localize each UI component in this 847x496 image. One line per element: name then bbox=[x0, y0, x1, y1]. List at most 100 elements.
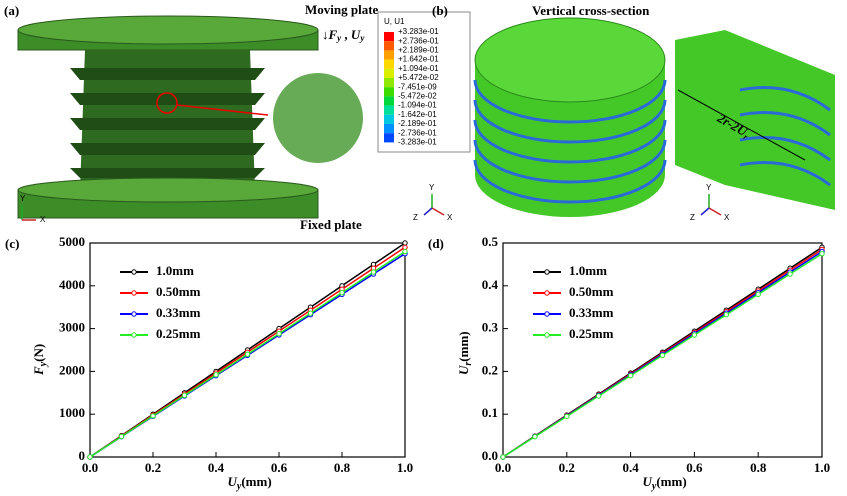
y-tick-label: 1000 bbox=[59, 405, 85, 420]
legend-label: 1.0mm bbox=[569, 263, 607, 278]
moving-plate-top bbox=[17, 15, 319, 45]
contour-level: +1.094e-01 bbox=[398, 64, 439, 73]
legend-label: 0.33mm bbox=[569, 305, 614, 320]
x-tick-label: 1.0 bbox=[814, 460, 830, 475]
dim-line bbox=[677, 89, 806, 161]
y-tick-label: 0.5 bbox=[482, 234, 499, 249]
contour-level: -1.094e-01 bbox=[398, 101, 437, 110]
x-tick-label: 0.2 bbox=[559, 460, 575, 475]
legend-marker bbox=[131, 311, 137, 317]
legend-marker bbox=[131, 269, 137, 275]
y-label-sub: r bbox=[463, 362, 474, 366]
data-point bbox=[659, 352, 666, 359]
moving-plate-label: Moving plate bbox=[305, 2, 379, 17]
contour-swatch bbox=[384, 41, 394, 51]
contour-level: -2.736e-01 bbox=[398, 128, 437, 137]
contour-level: +5.472e-02 bbox=[398, 73, 439, 82]
y-tick-label: 3000 bbox=[59, 320, 85, 335]
legend-marker bbox=[131, 290, 137, 296]
load-u: U bbox=[351, 27, 361, 42]
legend-marker bbox=[544, 269, 550, 275]
y-label-main: F bbox=[31, 366, 46, 376]
y-label-unit: (mm) bbox=[456, 331, 471, 361]
y-tick-label: 5000 bbox=[59, 234, 85, 249]
axis-x: X bbox=[724, 213, 730, 222]
y-axis-label: Fy(N) bbox=[31, 344, 49, 376]
axis-y: Y bbox=[429, 183, 435, 192]
x-tick-label: 0.6 bbox=[271, 460, 288, 475]
plot-frame bbox=[502, 242, 823, 458]
axis-z: Z bbox=[690, 213, 695, 222]
contour-swatch bbox=[384, 50, 394, 60]
contour-level: +3.283e-01 bbox=[398, 27, 439, 36]
y-axis-label: Ur(mm) bbox=[456, 331, 474, 375]
bellows-folds bbox=[70, 68, 265, 178]
data-point bbox=[402, 244, 408, 250]
legend-label: 0.25mm bbox=[569, 326, 614, 341]
panel-b: (b) Vertical cross-section 2r-2Ur Y Z X bbox=[432, 3, 835, 222]
load-u-sub: y bbox=[359, 33, 365, 43]
data-point bbox=[723, 311, 729, 318]
y-tick-label: 0.0 bbox=[482, 448, 498, 463]
data-point bbox=[150, 413, 156, 419]
contour-legend: +3.283e-01+2.736e-01+2.189e-01+1.642e-01… bbox=[384, 27, 439, 147]
data-point bbox=[755, 291, 761, 298]
bellows-top bbox=[474, 17, 666, 103]
y-label-main: U bbox=[456, 365, 471, 375]
cross-section bbox=[675, 30, 835, 210]
y-tick-label: 0 bbox=[79, 448, 86, 463]
contour-swatch bbox=[384, 87, 394, 97]
x-tick-label: 0.4 bbox=[622, 460, 639, 475]
contour-level: +2.736e-01 bbox=[398, 36, 439, 45]
data-point bbox=[339, 289, 345, 296]
x-tick-label: 0.4 bbox=[208, 460, 225, 475]
data-point bbox=[596, 393, 602, 399]
legend-marker bbox=[544, 332, 550, 338]
legend-label: 0.50mm bbox=[569, 284, 614, 299]
y-tick-label: 4000 bbox=[59, 277, 85, 292]
contour-level: -2.189e-01 bbox=[398, 119, 437, 128]
contour-swatch bbox=[384, 133, 394, 143]
contour-swatch bbox=[384, 59, 394, 69]
y-label-unit: (N) bbox=[31, 344, 46, 362]
legend-label: 0.50mm bbox=[156, 284, 201, 299]
y-tick-label: 0.3 bbox=[482, 320, 499, 335]
axis-y: Y bbox=[706, 183, 712, 192]
contour-swatch bbox=[384, 68, 394, 78]
data-point bbox=[276, 331, 282, 337]
load-sep: , bbox=[341, 27, 351, 42]
axis-x: X bbox=[447, 213, 453, 222]
contour-swatch bbox=[384, 32, 394, 42]
panel-a: (a) Moving plate ↓Fy , Uy Fixed plate Y … bbox=[4, 2, 471, 232]
data-point bbox=[213, 372, 219, 378]
x-label-main: U bbox=[643, 474, 653, 489]
contour-swatch bbox=[384, 124, 394, 134]
data-point bbox=[87, 454, 93, 460]
contour-level: +2.189e-01 bbox=[398, 46, 439, 55]
fixed-plate-label: Fixed plate bbox=[300, 217, 362, 232]
axis-z: Z bbox=[413, 213, 418, 222]
y-tick-label: 0.2 bbox=[482, 362, 498, 377]
data-point bbox=[370, 269, 377, 275]
cross-section-rings bbox=[739, 86, 831, 187]
triad-a2: Y Z X bbox=[413, 183, 453, 222]
x-tick-label: 0.8 bbox=[334, 460, 351, 475]
data-point bbox=[691, 332, 698, 338]
panel-label: (c) bbox=[5, 236, 19, 251]
x-label-sub: y bbox=[236, 481, 242, 492]
legend-label: 0.25mm bbox=[156, 326, 201, 341]
data-point bbox=[627, 372, 634, 379]
load-f-sub: y bbox=[336, 33, 342, 43]
legend-label: 1.0mm bbox=[156, 263, 194, 278]
data-point bbox=[500, 454, 506, 460]
load-f: F bbox=[328, 27, 338, 42]
contour-level: -5.472e-02 bbox=[398, 92, 437, 101]
data-point bbox=[819, 251, 825, 257]
data-point bbox=[402, 240, 408, 246]
x-tick-label: 1.0 bbox=[397, 460, 413, 475]
x-label-main: U bbox=[228, 474, 238, 489]
data-point bbox=[532, 433, 538, 440]
axis-y: Y bbox=[20, 194, 26, 203]
data-point bbox=[244, 351, 251, 357]
x-tick-label: 0.0 bbox=[82, 460, 98, 475]
